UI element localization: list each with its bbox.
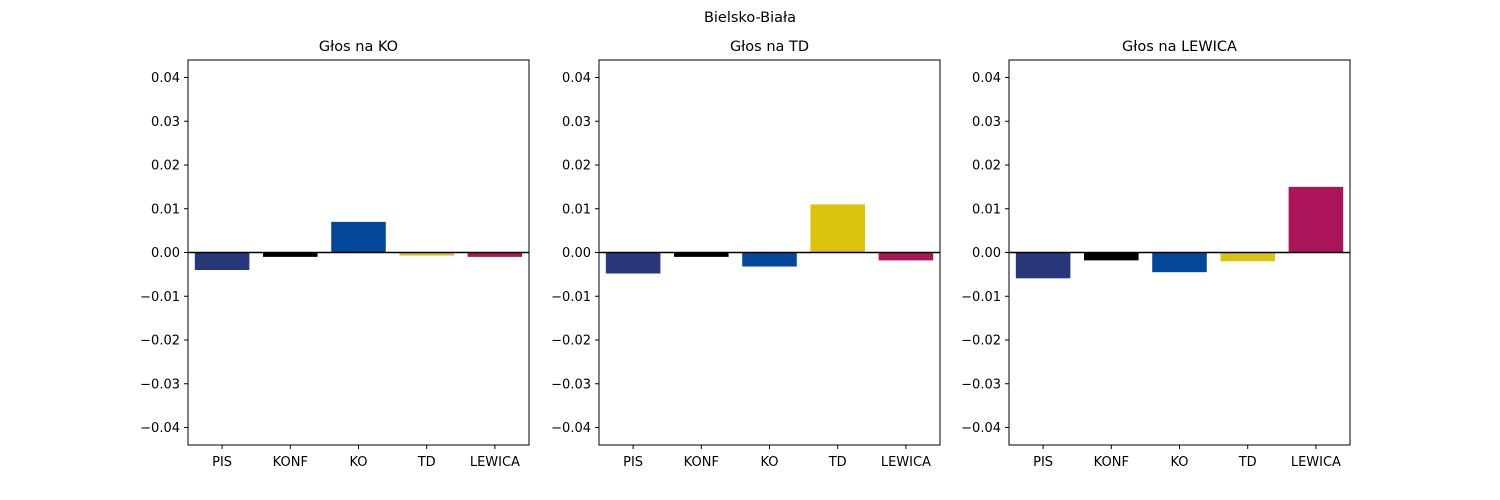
y-tick-label: 0.02 — [151, 159, 180, 174]
y-tick-label: −0.01 — [961, 290, 1001, 305]
y-tick-label: 0.00 — [972, 246, 1001, 261]
bar-td — [810, 204, 865, 253]
y-tick-label: −0.01 — [140, 290, 180, 305]
bar-pis — [605, 252, 661, 274]
chart-title: Głos na KO — [319, 39, 398, 55]
y-tick-label: −0.04 — [140, 421, 180, 436]
bar-ko — [742, 252, 797, 267]
bar-lewica — [1288, 186, 1344, 253]
bar-konf — [263, 252, 318, 257]
y-tick-label: 0.04 — [972, 71, 1001, 86]
x-tick-label-ko: KO — [349, 455, 367, 470]
y-tick-label: 0.03 — [151, 115, 180, 130]
chart-panel-1: Głos na KO −0.04 −0.03 −0.02 −0.01 0.00 0.01 0.… — [140, 39, 530, 470]
chart-title: Głos na LEWICA — [1122, 39, 1237, 55]
bar-ko — [331, 221, 386, 253]
y-tick-label: 0.04 — [151, 71, 180, 86]
y-tick-label: 0.01 — [151, 202, 180, 217]
y-tick-label: −0.02 — [551, 334, 591, 349]
y-tick-label: 0.00 — [562, 246, 591, 261]
bar-td — [1220, 252, 1275, 262]
x-tick-label-pis: PIS — [1033, 455, 1053, 470]
axes-frame — [1008, 59, 1351, 446]
x-tick-label-ko: KO — [1170, 455, 1188, 470]
y-tick-label: −0.03 — [140, 377, 180, 392]
chart-panel-3: Głos na LEWICA −0.04 −0.03 −0.02 −0.01 0.00 0.… — [961, 39, 1351, 470]
bar-td — [399, 252, 454, 256]
bar-lewica — [878, 252, 934, 261]
y-tick-label: 0.03 — [972, 115, 1001, 130]
x-tick-label-lewica: LEWICA — [1291, 455, 1341, 470]
bar-konf — [1084, 252, 1139, 261]
axes-frame — [598, 59, 941, 446]
x-tick-label-pis: PIS — [623, 455, 643, 470]
y-tick-label: −0.04 — [551, 421, 591, 436]
y-tick-label: −0.03 — [961, 377, 1001, 392]
y-tick-label: 0.02 — [972, 159, 1001, 174]
x-tick-label-pis: PIS — [212, 455, 232, 470]
bar-ko — [1152, 252, 1207, 273]
y-tick-label: 0.04 — [562, 71, 591, 86]
bar-konf — [674, 252, 729, 257]
x-tick-label-td: TD — [1238, 455, 1257, 470]
y-tick-label: 0.02 — [562, 159, 591, 174]
bar-lewica — [467, 252, 523, 257]
figure-suptitle: Bielsko-Biała — [704, 10, 796, 26]
y-tick-label: −0.02 — [961, 334, 1001, 349]
y-tick-label: −0.02 — [140, 334, 180, 349]
x-tick-label-konf: KONF — [1094, 455, 1129, 470]
x-tick-label-ko: KO — [760, 455, 778, 470]
y-tick-label: −0.03 — [551, 377, 591, 392]
y-tick-label: −0.04 — [961, 421, 1001, 436]
x-tick-label-lewica: LEWICA — [881, 455, 931, 470]
y-tick-label: 0.01 — [562, 202, 591, 217]
bar-pis — [1015, 252, 1071, 279]
x-tick-label-td: TD — [417, 455, 436, 470]
bar-pis — [194, 252, 250, 270]
y-tick-label: −0.01 — [551, 290, 591, 305]
x-tick-label-konf: KONF — [684, 455, 719, 470]
chart-title: Głos na TD — [730, 39, 809, 55]
x-tick-label-td: TD — [828, 455, 847, 470]
y-tick-label: 0.03 — [562, 115, 591, 130]
y-tick-label: 0.01 — [972, 202, 1001, 217]
x-tick-label-lewica: LEWICA — [470, 455, 520, 470]
chart-panel-2: Głos na TD −0.04 −0.03 −0.02 −0.01 0.00 0.01 0.… — [551, 39, 941, 470]
axes-frame — [187, 59, 530, 446]
x-tick-label-konf: KONF — [273, 455, 308, 470]
y-tick-label: 0.00 — [151, 246, 180, 261]
